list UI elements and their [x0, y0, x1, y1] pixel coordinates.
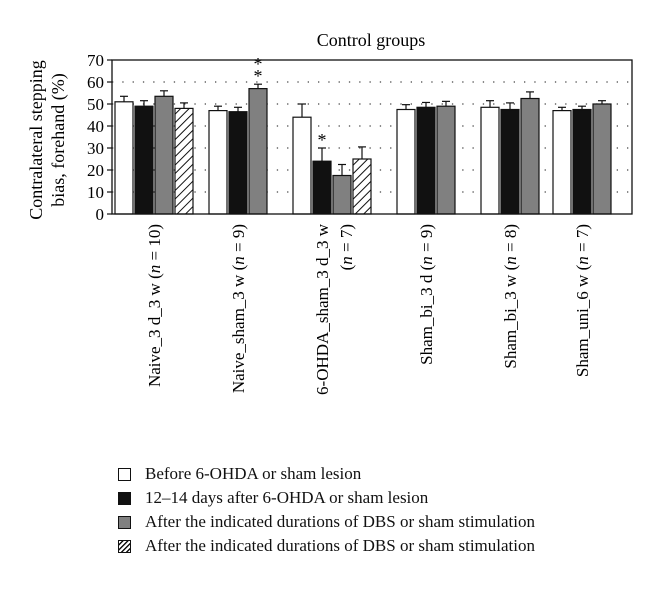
bar — [312, 160, 332, 215]
y-axis-label: Contralateral stepping bias, forehand (%… — [26, 60, 69, 219]
y-tick-label: 0 — [96, 205, 105, 224]
bar — [292, 116, 312, 215]
error-bars — [120, 83, 606, 176]
bar — [436, 105, 456, 215]
grid — [112, 81, 632, 193]
bar — [154, 95, 174, 215]
bar — [572, 108, 592, 215]
x-tick-label: Sham_bi_3 d (n = 9) — [417, 224, 436, 365]
legend-item-after-stim-gray: After the indicated durations of DBS or … — [118, 510, 648, 534]
bar — [480, 106, 500, 215]
legend-swatch-black — [118, 491, 131, 505]
bars — [114, 87, 612, 215]
bar — [228, 111, 248, 215]
x-tick-label: Sham_uni_6 w (n = 7) — [573, 224, 592, 377]
y-axis-label-line-1: Contralateral stepping — [26, 60, 46, 219]
legend-swatch-gray — [118, 515, 131, 529]
bar — [332, 174, 352, 215]
bar — [520, 97, 540, 215]
bar — [134, 105, 154, 215]
significance-marker: * — [254, 54, 263, 74]
bar-chart: Control groups Contralateral stepping bi… — [26, 30, 633, 395]
chart-title: Control groups — [317, 30, 426, 50]
bar — [208, 109, 228, 215]
legend: Before 6-OHDA or sham lesion 12–14 days … — [118, 462, 648, 558]
y-axis-ticks: 0 10 20 30 40 50 60 70 — [87, 51, 112, 224]
bar — [552, 109, 572, 215]
x-tick-label: Sham_bi_3 w (n = 8) — [501, 224, 520, 369]
x-axis-labels: Naive_3 d_3 w (n = 10) Naive_sham_3 w (n … — [145, 223, 592, 395]
legend-swatch-white — [118, 467, 131, 481]
y-tick-label: 60 — [87, 73, 104, 92]
legend-item-before: Before 6-OHDA or sham lesion — [118, 462, 648, 486]
y-tick-label: 70 — [87, 51, 104, 70]
y-tick-label: 10 — [87, 183, 104, 202]
legend-item-after-stim-hatched: After the indicated durations of DBS or … — [118, 534, 648, 558]
significance-marker: * — [254, 66, 263, 86]
significance-marker: * — [318, 130, 327, 150]
bar — [416, 106, 436, 215]
bar — [592, 103, 612, 215]
bar — [114, 101, 134, 215]
bar — [248, 87, 268, 215]
y-tick-label: 20 — [87, 161, 104, 180]
bar — [500, 108, 520, 215]
bar — [174, 107, 194, 215]
y-tick-label: 50 — [87, 95, 104, 114]
legend-label: After the indicated durations of DBS or … — [145, 512, 535, 531]
x-tick-label: Naive_3 d_3 w (n = 10) — [145, 224, 164, 387]
annotations: *** — [254, 54, 327, 150]
legend-label: After the indicated durations of DBS or … — [145, 536, 535, 555]
legend-swatch-hatched — [118, 539, 131, 553]
legend-label: Before 6-OHDA or sham lesion — [145, 464, 362, 483]
x-tick-label: Naive_sham_3 w (n = 9) — [229, 224, 248, 393]
bar — [396, 108, 416, 215]
x-tick-label: 6-OHDA_sham_3 d_3 w (n = 7) — [313, 223, 356, 395]
plot-frame — [111, 59, 633, 215]
legend-label: 12–14 days after 6-OHDA or sham lesion — [145, 488, 429, 507]
legend-item-after-lesion: 12–14 days after 6-OHDA or sham lesion — [118, 486, 648, 510]
bar — [352, 158, 372, 215]
y-axis-label-line-2: bias, forehand (%) — [48, 73, 69, 206]
y-tick-label: 30 — [87, 139, 104, 158]
y-tick-label: 40 — [87, 117, 104, 136]
